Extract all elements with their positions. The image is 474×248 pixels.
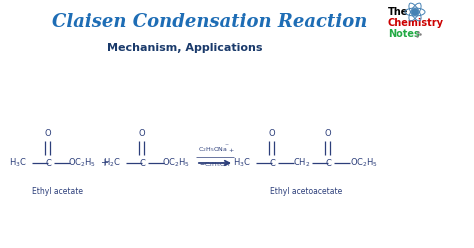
Text: C: C <box>269 158 275 167</box>
Text: O: O <box>139 128 146 137</box>
Text: O: O <box>325 128 331 137</box>
Text: Ethyl acetoacetate: Ethyl acetoacetate <box>270 186 342 195</box>
Text: O: O <box>45 128 51 137</box>
Text: C: C <box>325 158 331 167</box>
Text: $-$C$_2$H$_5$OH: $-$C$_2$H$_5$OH <box>200 160 231 169</box>
Text: C$_2$H$_5$ONa: C$_2$H$_5$ONa <box>198 146 228 155</box>
Text: Chemistry: Chemistry <box>388 18 444 28</box>
Text: Mechanism, Applications: Mechanism, Applications <box>107 43 263 53</box>
Text: H$_3$C: H$_3$C <box>9 157 27 169</box>
Text: The: The <box>388 7 409 17</box>
Text: CH$_2$: CH$_2$ <box>293 157 310 169</box>
Text: Ethyl acetate: Ethyl acetate <box>33 186 83 195</box>
Text: H$_3$C: H$_3$C <box>233 157 251 169</box>
Text: +: + <box>228 148 234 153</box>
Text: OC$_2$H$_5$: OC$_2$H$_5$ <box>350 157 378 169</box>
Circle shape <box>411 8 419 15</box>
Text: C: C <box>45 158 51 167</box>
Text: Claisen Condensation Reaction: Claisen Condensation Reaction <box>52 13 368 31</box>
Text: C: C <box>139 158 145 167</box>
Text: O: O <box>269 128 275 137</box>
Text: OC$_2$H$_5$: OC$_2$H$_5$ <box>68 157 96 169</box>
Text: OC$_2$H$_5$: OC$_2$H$_5$ <box>162 157 190 169</box>
Text: +: + <box>100 158 108 168</box>
Text: ⁻: ⁻ <box>224 142 228 151</box>
Text: Notes: Notes <box>388 29 420 39</box>
Text: H$_2$C: H$_2$C <box>103 157 121 169</box>
